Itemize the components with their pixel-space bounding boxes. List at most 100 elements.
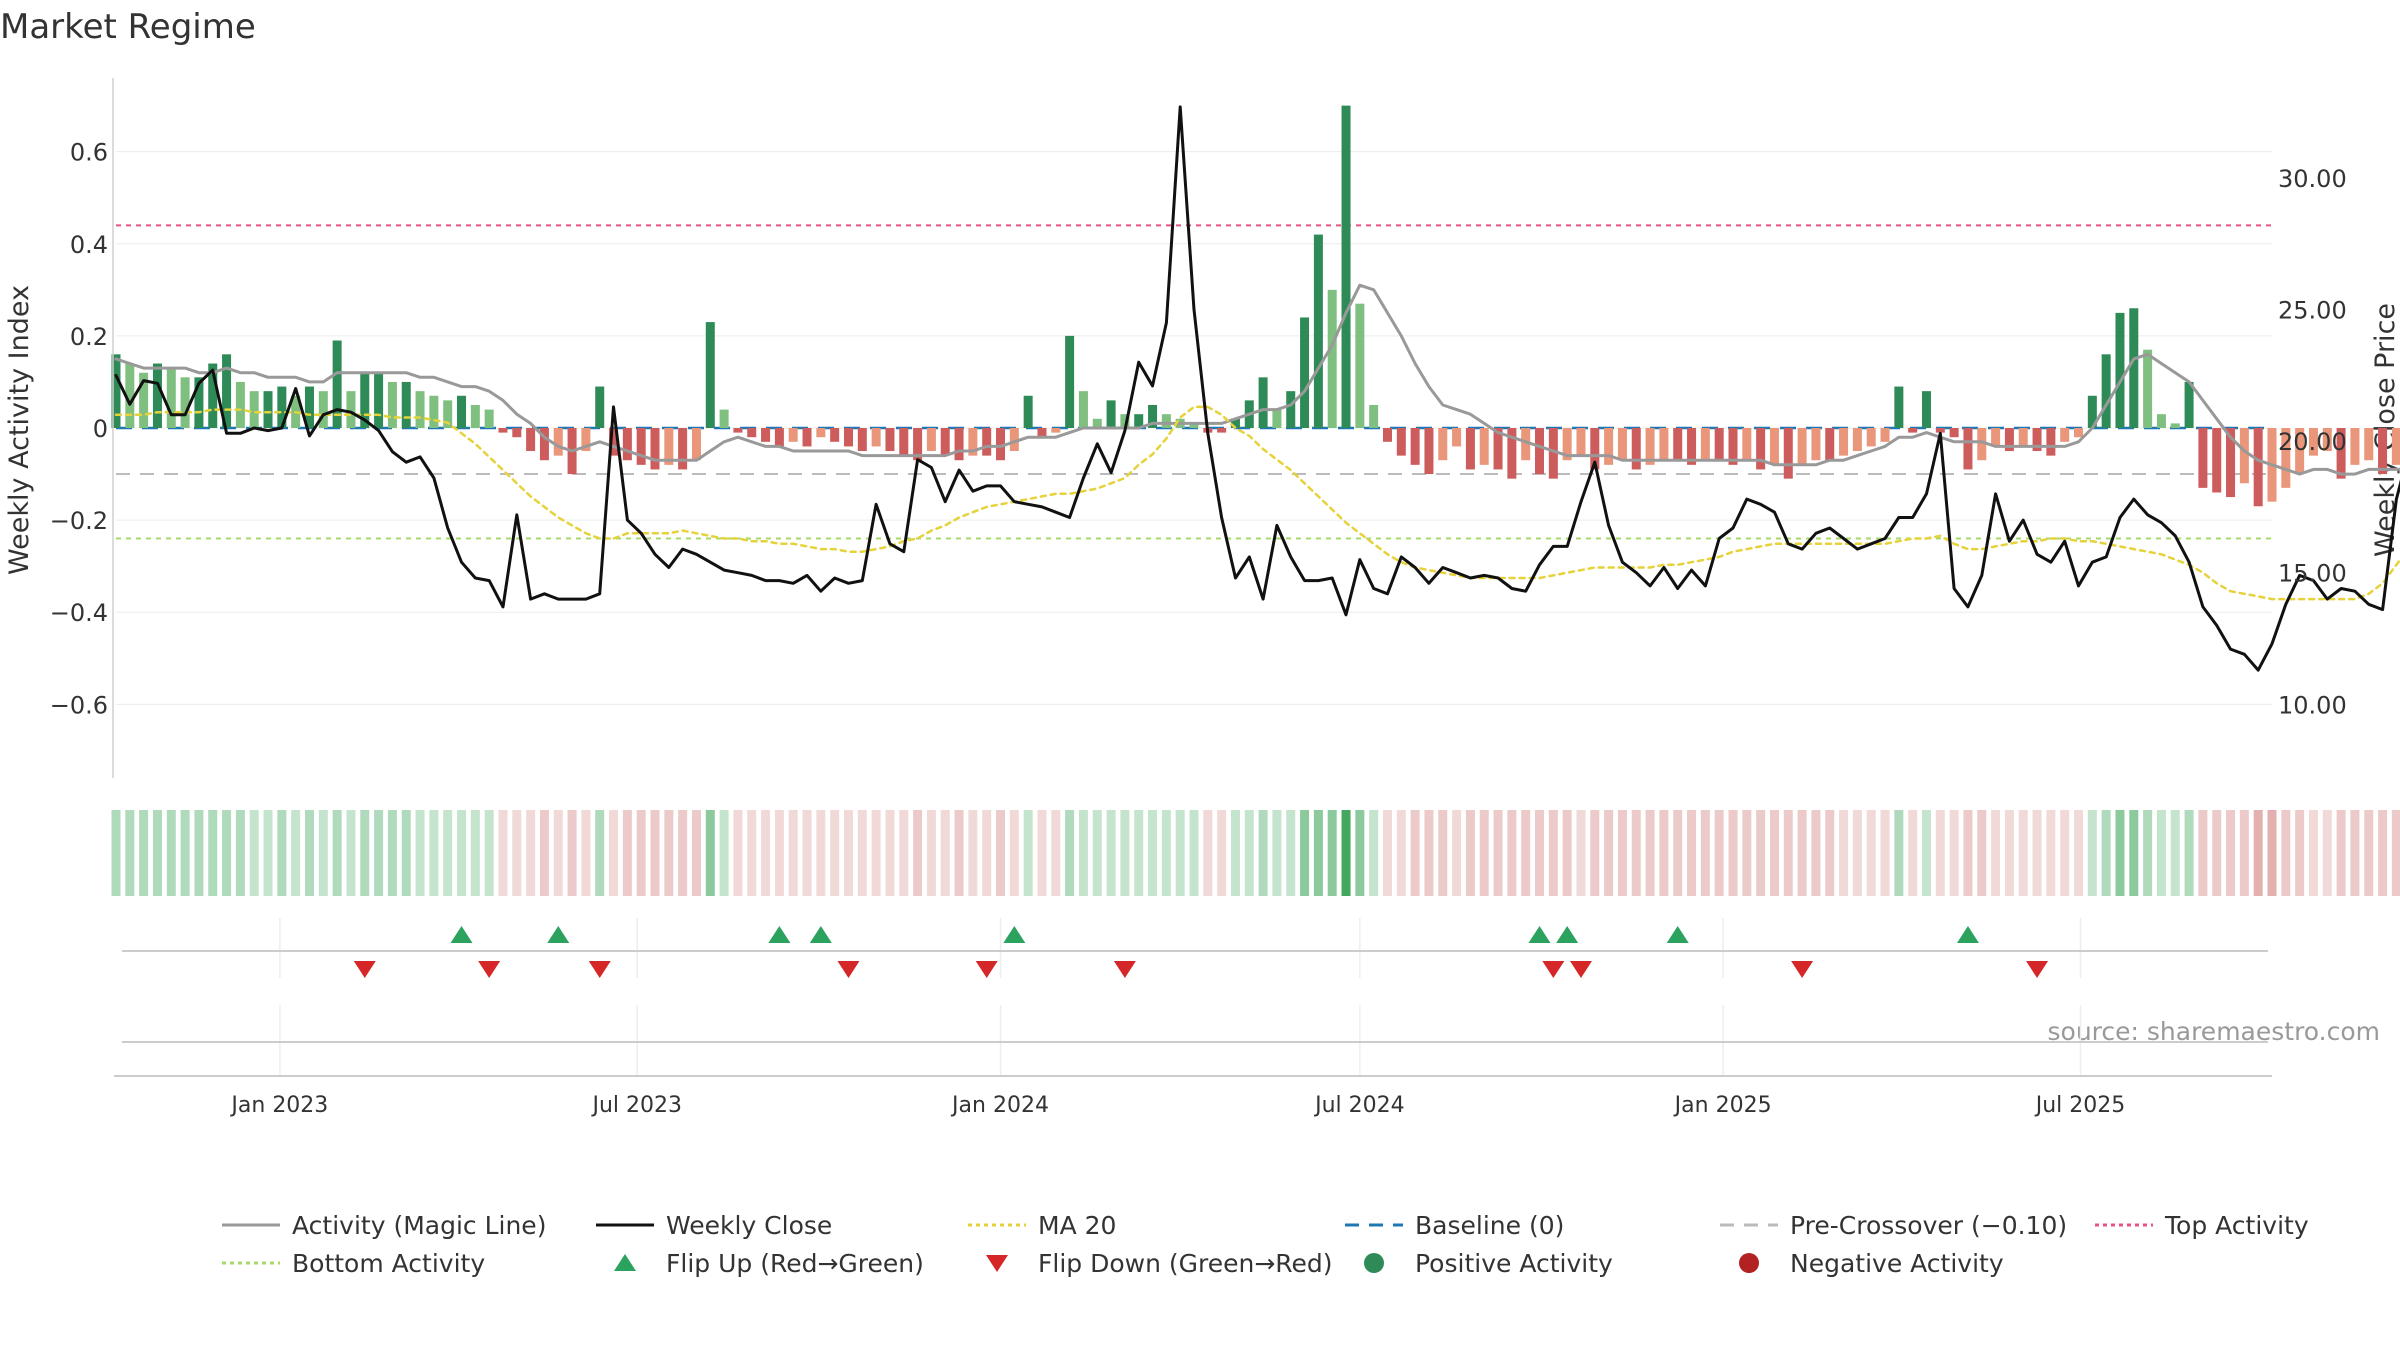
regime-strip-cell [1549,810,1558,896]
regime-strip-cell [1673,810,1682,896]
activity-bar [733,428,742,433]
activity-bar [1950,428,1959,437]
regime-strip-cell [2226,810,2235,896]
regime-strip-cell [2019,810,2028,896]
regime-strip-cell [2350,810,2359,896]
x-tick-label: Jul 2025 [2034,1093,2126,1118]
regime-strip-cell [1521,810,1530,896]
activity-bar [1770,428,1779,465]
regime-strip-cell [761,810,770,896]
regime-strip-cell [125,810,134,896]
regime-strip-cell [1756,810,1765,896]
regime-strip-cell [2378,810,2387,896]
regime-strip-cell [2198,810,2207,896]
regime-strip-cell [968,810,977,896]
regime-strip-cell [305,810,314,896]
activity-bar [1314,235,1323,428]
legend-item: Flip Up (Red→Green) [614,1249,924,1278]
activity-bar [153,364,162,428]
regime-strip-cell [1867,810,1876,896]
activity-bar [264,391,273,428]
regime-strip-cell [885,810,894,896]
regime-strip-cell [1715,810,1724,896]
regime-strip-cell [471,810,480,896]
activity-bar [1604,428,1613,465]
activity-bar [1535,428,1544,474]
activity-bar [236,382,245,428]
activity-bar [2171,423,2180,428]
regime-strip-cell [153,810,162,896]
flip-up-marker [1003,926,1025,943]
activity-bar [1342,106,1351,428]
regime-strip-cell [1839,810,1848,896]
activity-bar [747,428,756,437]
regime-strip-cell [2323,810,2332,896]
regime-strip-cell [733,810,742,896]
regime-strip-cell [830,810,839,896]
regime-strip-cell [2240,810,2249,896]
activity-bar [1424,428,1433,474]
legend-swatch [1739,1253,1759,1273]
activity-bar [844,428,853,446]
regime-strip-cell [1148,810,1157,896]
regime-strip-cell [2254,810,2263,896]
regime-strip-cell [1286,810,1295,896]
legend-label: Positive Activity [1415,1249,1613,1278]
regime-strip-cell [1383,810,1392,896]
regime-strip-cell [1604,810,1613,896]
flip-up-marker [768,926,790,943]
x-tick-label: Jan 2023 [229,1093,328,1118]
regime-strip-cell [568,810,577,896]
activity-bar [1369,405,1378,428]
activity-bar [429,396,438,428]
flip-down-marker [1542,961,1564,978]
activity-bar [2157,414,2166,428]
regime-strip-cell [1618,810,1627,896]
regime-strip-cell [457,810,466,896]
activity-bar [637,428,646,465]
flip-down-marker [976,961,998,978]
flip-markers-panel [114,918,2272,1076]
legend-item: Top Activity [2095,1211,2309,1240]
regime-strip-cell [1963,810,1972,896]
activity-bar [1079,391,1088,428]
regime-strip-cell [1120,810,1129,896]
activity-bar [1438,428,1447,460]
activity-bar [416,391,425,428]
regime-strip-cell [1784,810,1793,896]
regime-strip-cell [291,810,300,896]
regime-strip-cell [498,810,507,896]
activity-bar [1784,428,1793,479]
regime-strip-cell [2364,810,2373,896]
regime-strip-cell [706,810,715,896]
regime-strip-cell [2060,810,2069,896]
regime-strip-cell [2005,810,2014,896]
activity-bar [595,387,604,428]
activity-bar [2350,428,2359,465]
regime-strip-cell [955,810,964,896]
y-tick-label-left: 0 [93,415,108,443]
activity-bar [1107,400,1116,428]
regime-strip-cell [485,810,494,896]
activity-bar [1825,428,1834,460]
activity-bar [692,428,701,460]
regime-strip-cell [637,810,646,896]
activity-bar [1894,387,1903,428]
regime-strip-cell [2171,810,2180,896]
regime-strip-cell [1936,810,1945,896]
activity-bar [1272,410,1281,428]
activity-bar [1355,304,1364,428]
flip-down-marker [1114,961,1136,978]
regime-strip-cell [2337,810,2346,896]
activity-bar [1867,428,1876,446]
regime-strip-cell [720,810,729,896]
activity-bar [2074,428,2083,437]
legend-swatch [614,1254,636,1271]
flip-up-marker [810,926,832,943]
regime-strip-cell [1037,810,1046,896]
activity-bar [1839,428,1848,456]
regime-strip-cell [941,810,950,896]
activity-bar [2185,382,2194,428]
